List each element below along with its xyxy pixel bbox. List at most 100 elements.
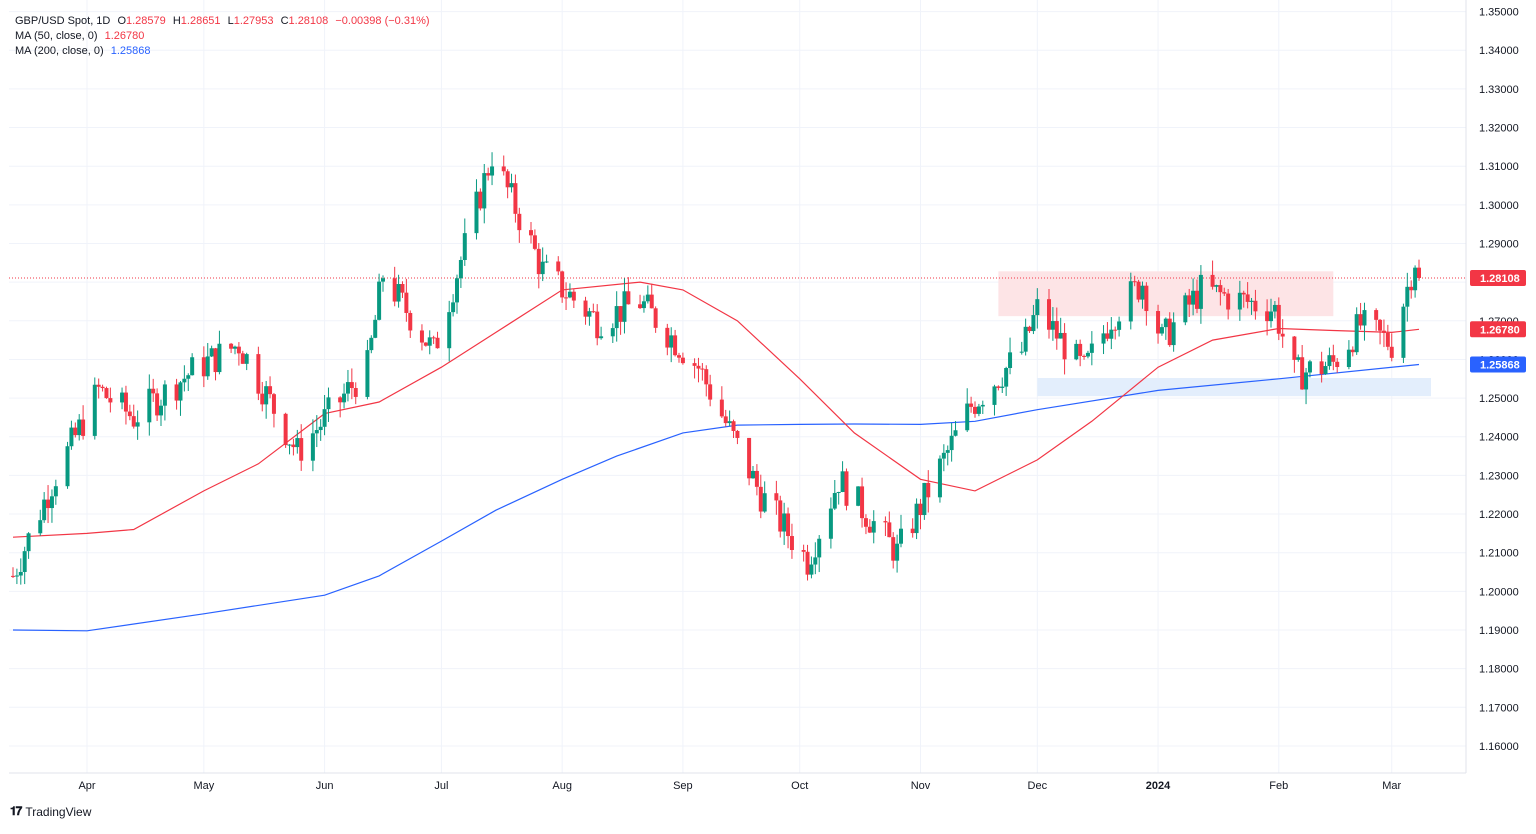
candle-body	[431, 337, 436, 339]
candle-body	[482, 173, 487, 209]
candle-body	[536, 248, 541, 275]
candle-body	[1405, 286, 1410, 307]
candle-body	[182, 378, 187, 383]
tradingview-footer[interactable]: 𝟏𝟕 TradingView	[10, 804, 91, 819]
support-zone	[1037, 377, 1431, 397]
candle-body	[949, 435, 954, 451]
candle-body	[509, 183, 514, 188]
candle-body	[836, 492, 841, 494]
candle-body	[778, 500, 783, 532]
candle-body	[567, 291, 572, 298]
y-tick-label: 1.19000	[1479, 625, 1519, 637]
candle-body	[571, 291, 576, 301]
candle-body	[973, 406, 977, 414]
candle-body	[754, 470, 759, 487]
candle-body	[353, 388, 358, 397]
candle-body	[205, 356, 210, 377]
y-tick-label: 1.29000	[1479, 238, 1519, 250]
candle-body	[505, 171, 510, 188]
y-tick-label: 1.34000	[1479, 45, 1519, 57]
moving-averages	[9, 277, 1466, 632]
candle-body	[1000, 386, 1005, 388]
candle-body	[677, 355, 681, 358]
candle-body	[789, 536, 794, 551]
candle-body	[283, 413, 288, 446]
candle-body	[349, 382, 354, 389]
candle-body	[490, 166, 495, 176]
candle-body	[190, 357, 195, 376]
candle-body	[26, 533, 31, 552]
candle-body	[151, 388, 156, 394]
candle-body	[1401, 306, 1406, 358]
candle-body	[291, 444, 296, 448]
candle-body	[922, 482, 927, 516]
candle-body	[926, 482, 931, 498]
candle-body	[1058, 332, 1063, 339]
candle-body	[186, 375, 191, 379]
candle-body	[708, 384, 713, 400]
candle-body	[1171, 322, 1176, 346]
candle-body	[1304, 372, 1309, 390]
candle-body	[887, 522, 892, 538]
x-tick-label: Mar	[1382, 780, 1401, 792]
candle-body	[867, 526, 872, 533]
candle-body	[53, 486, 58, 497]
candle-body	[1374, 310, 1379, 320]
candle-body	[174, 384, 179, 401]
candle-body	[980, 404, 985, 407]
legend-ma200-row[interactable]: MA (200, close, 0) 1.25868	[15, 44, 434, 59]
candle-body	[680, 357, 685, 364]
candle-body	[373, 319, 378, 338]
candle-body	[1300, 357, 1305, 390]
candle-body	[540, 261, 545, 275]
candle-body	[762, 493, 767, 512]
x-tick-label: Dec	[1028, 780, 1048, 792]
candle-body	[774, 493, 779, 501]
candle-body	[310, 433, 315, 461]
candle-body	[49, 496, 54, 509]
candle-body	[135, 422, 140, 427]
candle-body	[295, 438, 300, 448]
legend-low: 1.27953	[233, 15, 274, 27]
candle-body	[704, 369, 709, 385]
legend-close: 1.28108	[288, 15, 329, 27]
y-tick-label: 1.31000	[1479, 161, 1519, 173]
legend-ma200-label: MA (200, close, 0)	[15, 45, 104, 57]
candle-body	[1222, 292, 1227, 294]
y-tick-label: 1.16000	[1479, 741, 1519, 753]
candle-body	[805, 551, 810, 575]
candle-body	[969, 403, 974, 407]
candle-body	[1156, 311, 1161, 334]
candle-body	[618, 306, 623, 322]
y-tick-label: 1.20000	[1479, 586, 1519, 598]
candle-body	[828, 508, 833, 539]
candle-body	[871, 521, 876, 533]
candle-body	[1187, 295, 1192, 305]
legend-ma200-value: 1.25868	[110, 45, 151, 57]
candle-body	[1183, 295, 1188, 323]
candle-body	[1214, 285, 1219, 287]
candle-body	[899, 528, 903, 544]
candle-body	[326, 397, 331, 410]
candle-body	[587, 311, 592, 317]
last-price-badge	[1470, 269, 1526, 286]
candle-body	[1074, 343, 1079, 360]
candle-body	[1413, 267, 1418, 291]
legend-ma50-label: MA (50, close, 0)	[15, 30, 98, 42]
candle-body	[155, 393, 160, 416]
candle-body	[945, 450, 950, 453]
candle-body	[435, 337, 440, 349]
ma200-line	[12, 363, 1420, 632]
candle-body	[14, 575, 19, 577]
candle-body	[1319, 361, 1324, 375]
candle-body	[747, 437, 752, 479]
candle-body	[1054, 321, 1059, 339]
legend-high-label: H	[172, 15, 181, 27]
candle-body	[723, 416, 728, 424]
candle-body	[178, 382, 183, 401]
candle-body	[268, 386, 273, 395]
legend-ma50-row[interactable]: MA (50, close, 0) 1.26780	[15, 29, 434, 44]
candle-body	[209, 348, 214, 357]
